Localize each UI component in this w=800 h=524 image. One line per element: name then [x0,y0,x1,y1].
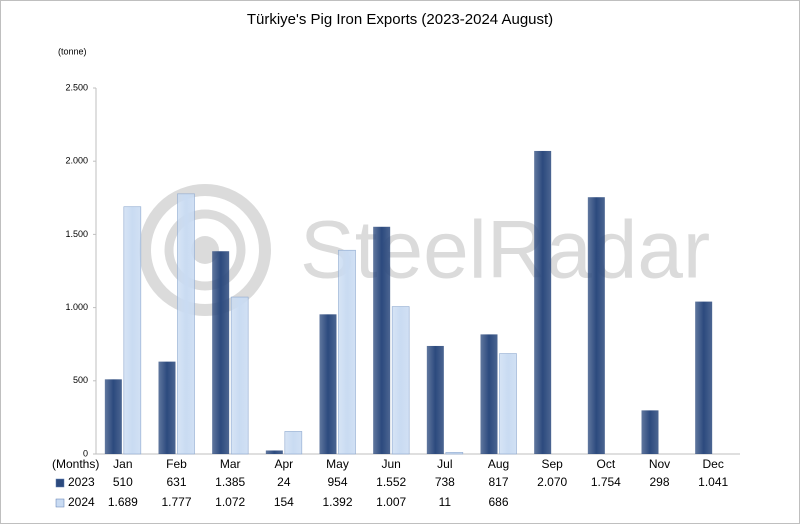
bar [373,226,391,454]
y-tick-label: 0 [83,448,88,458]
y-tick-label: 1.500 [65,229,88,239]
data-label: 817 [488,475,508,489]
data-label: 1.072 [215,495,245,509]
bar [319,314,337,454]
bar [177,193,195,455]
data-label: 1.041 [698,475,728,489]
data-label: 738 [435,475,455,489]
bar [230,296,249,455]
x-tick-label: Mar [220,457,241,471]
bar [265,450,283,454]
data-label: 631 [166,475,186,489]
y-tick-label: 2.000 [65,156,88,166]
watermark-logo [164,209,246,291]
data-label: 1.552 [376,475,406,489]
data-label: 1.385 [215,475,245,489]
bar [212,251,230,454]
y-tick-label: 2.500 [65,82,88,92]
data-label: 24 [277,475,291,489]
data-label: 510 [113,475,133,489]
x-tick-label: Aug [488,457,509,471]
bar [445,452,464,455]
legend-swatch [55,478,65,488]
data-label: 686 [488,495,508,509]
y-tick-label: 500 [73,375,88,385]
bar [426,345,444,454]
data-label: 1.754 [591,475,621,489]
bar [499,353,517,455]
data-label: 298 [649,475,669,489]
x-tick-label: Jun [381,457,400,471]
watermark-logo [139,184,271,316]
bar [104,379,122,454]
legend-label: 2024 [68,495,95,509]
bar [391,306,410,455]
legend-swatch [55,498,65,508]
y-unit: (tonne) [58,46,87,56]
legend-label: 2023 [68,475,95,489]
bar [480,334,498,454]
data-label: 1.689 [108,495,138,509]
x-tick-label: May [326,457,349,471]
x-tick-label: Apr [274,457,293,471]
watermark-logo [191,236,219,264]
data-label: 1.777 [161,495,191,509]
x-tick-label: Jul [437,457,452,471]
data-label: 154 [274,495,294,509]
bar [338,249,356,455]
bar [158,361,176,454]
data-label: 1.007 [376,495,406,509]
chart-title: Türkiye's Pig Iron Exports (2023-2024 Au… [247,11,553,28]
data-label: 11 [439,495,452,509]
data-label: 1.392 [322,495,352,509]
watermark-group: SteelRadar [139,184,710,316]
watermark: SteelRadar [300,205,710,296]
x-tick-label: Jan [113,457,132,471]
data-label: 954 [327,475,347,489]
bar [587,197,605,454]
x-tick-label: Dec [702,457,723,471]
bar [284,431,303,455]
data-label: 2.070 [537,475,567,489]
x-tick-label: Oct [596,457,615,471]
x-label: (Months) [52,457,99,471]
x-tick-label: Sep [541,457,563,471]
bar [695,301,713,454]
bar [534,150,552,454]
x-tick-label: Nov [649,457,670,471]
y-tick-label: 1.000 [65,302,88,312]
bar [641,410,659,454]
x-tick-label: Feb [166,457,187,471]
bar [123,206,142,455]
